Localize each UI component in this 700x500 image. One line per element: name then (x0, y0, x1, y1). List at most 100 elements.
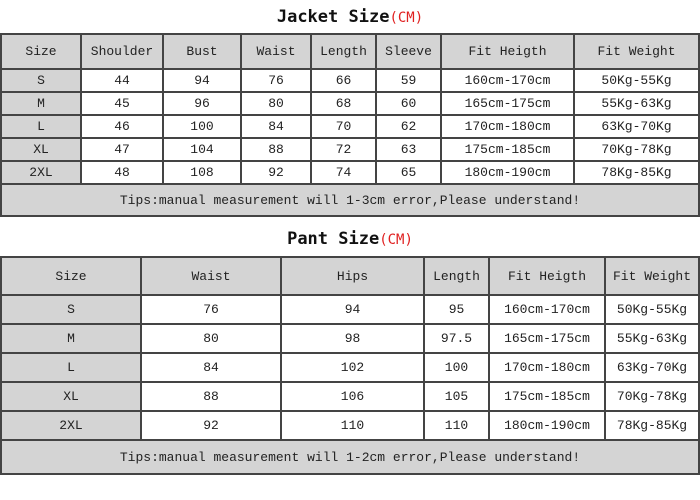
table-cell: 92 (240, 160, 312, 185)
table-cell: 180cm-190cm (440, 160, 575, 185)
pant-column-header: Size (0, 256, 142, 296)
table-cell: 45 (80, 91, 164, 116)
table-cell: 88 (240, 137, 312, 162)
pant-tips-row: Tips:manual measurement will 1-2cm error… (0, 439, 700, 475)
jacket-column-header: Bust (162, 33, 242, 70)
table-cell: 63 (375, 137, 442, 162)
table-cell: 80 (240, 91, 312, 116)
table-cell: 104 (162, 137, 242, 162)
jacket-tips-row: Tips:manual measurement will 1-3cm error… (0, 183, 700, 217)
table-cell: 175cm-185cm (440, 137, 575, 162)
table-cell: 48 (80, 160, 164, 185)
size-label-cell: 2XL (0, 160, 82, 185)
pant-title-text: Pant Size (287, 229, 380, 249)
table-cell: 84 (140, 352, 282, 383)
table-cell: 60 (375, 91, 442, 116)
table-cell: 102 (280, 352, 425, 383)
table-row: XL 47 104 88 72 63 175cm-185cm 70Kg-78Kg (0, 137, 700, 162)
table-row: 2XL 48 108 92 74 65 180cm-190cm 78Kg-85Kg (0, 160, 700, 185)
jacket-column-header: Fit Heigth (440, 33, 575, 70)
jacket-header-row: Size Shoulder Bust Waist Length Sleeve Fit Hei… (0, 33, 700, 70)
pant-size-table: Size Waist Hips Length Fit Heigth Fit Weight … (0, 256, 700, 475)
table-cell: 94 (280, 294, 425, 325)
pant-tips-text: Tips:manual measurement will 1-2cm error… (0, 439, 700, 475)
jacket-column-header: Shoulder (80, 33, 164, 70)
table-cell: 62 (375, 114, 442, 139)
table-cell: 110 (423, 410, 490, 441)
table-cell: 76 (140, 294, 282, 325)
pant-column-header: Hips (280, 256, 425, 296)
table-cell: 160cm-170cm (488, 294, 606, 325)
table-cell: 50Kg-55Kg (604, 294, 700, 325)
table-cell: 68 (310, 91, 377, 116)
table-cell: 108 (162, 160, 242, 185)
size-label-cell: M (0, 323, 142, 354)
table-cell: 47 (80, 137, 164, 162)
size-label-cell: S (0, 68, 82, 93)
table-cell: 44 (80, 68, 164, 93)
jacket-size-title: Jacket Size(CM) (0, 7, 700, 27)
size-label-cell: L (0, 114, 82, 139)
pant-column-header: Waist (140, 256, 282, 296)
table-cell: 165cm-175cm (488, 323, 606, 354)
pant-column-header: Fit Heigth (488, 256, 606, 296)
table-row: M 80 98 97.5 165cm-175cm 55Kg-63Kg (0, 323, 700, 354)
jacket-tips-text: Tips:manual measurement will 1-3cm error… (0, 183, 700, 217)
table-cell: 170cm-180cm (488, 352, 606, 383)
table-cell: 78Kg-85Kg (604, 410, 700, 441)
table-cell: 180cm-190cm (488, 410, 606, 441)
table-cell: 105 (423, 381, 490, 412)
table-cell: 92 (140, 410, 282, 441)
table-cell: 66 (310, 68, 377, 93)
jacket-column-header: Fit Weight (573, 33, 700, 70)
table-cell: 72 (310, 137, 377, 162)
table-cell: 59 (375, 68, 442, 93)
size-label-cell: 2XL (0, 410, 142, 441)
jacket-column-header: Length (310, 33, 377, 70)
table-cell: 78Kg-85Kg (573, 160, 700, 185)
pant-body: S 76 94 95 160cm-170cm 50Kg-55Kg M 80 98 97.5 165c… (0, 294, 700, 475)
table-cell: 100 (162, 114, 242, 139)
table-cell: 160cm-170cm (440, 68, 575, 93)
pant-unit: (CM) (379, 232, 413, 248)
size-label-cell: L (0, 352, 142, 383)
table-cell: 95 (423, 294, 490, 325)
table-cell: 97.5 (423, 323, 490, 354)
table-cell: 63Kg-70Kg (573, 114, 700, 139)
table-cell: 70Kg-78Kg (573, 137, 700, 162)
size-label-cell: XL (0, 137, 82, 162)
table-cell: 165cm-175cm (440, 91, 575, 116)
table-cell: 74 (310, 160, 377, 185)
table-cell: 170cm-180cm (440, 114, 575, 139)
table-cell: 65 (375, 160, 442, 185)
jacket-column-header: Waist (240, 33, 312, 70)
table-cell: 55Kg-63Kg (573, 91, 700, 116)
pant-header-row: Size Waist Hips Length Fit Heigth Fit Weight (0, 256, 700, 296)
jacket-column-header: Sleeve (375, 33, 442, 70)
pant-size-title: Pant Size(CM) (0, 229, 700, 249)
table-cell: 80 (140, 323, 282, 354)
pant-column-header: Length (423, 256, 490, 296)
table-cell: 96 (162, 91, 242, 116)
table-row: 2XL 92 110 110 180cm-190cm 78Kg-85Kg (0, 410, 700, 441)
jacket-column-header: Size (0, 33, 82, 70)
table-cell: 50Kg-55Kg (573, 68, 700, 93)
table-cell: 63Kg-70Kg (604, 352, 700, 383)
table-row: M 45 96 80 68 60 165cm-175cm 55Kg-63Kg (0, 91, 700, 116)
pant-column-header: Fit Weight (604, 256, 700, 296)
table-cell: 84 (240, 114, 312, 139)
size-label-cell: S (0, 294, 142, 325)
jacket-size-table: Size Shoulder Bust Waist Length Sleeve Fit Hei… (0, 33, 700, 217)
table-row: S 44 94 76 66 59 160cm-170cm 50Kg-55Kg (0, 68, 700, 93)
jacket-body: S 44 94 76 66 59 160cm-170cm 50Kg-55Kg M 45 96 80 68… (0, 68, 700, 217)
table-cell: 46 (80, 114, 164, 139)
table-cell: 55Kg-63Kg (604, 323, 700, 354)
table-cell: 100 (423, 352, 490, 383)
table-row: L 84 102 100 170cm-180cm 63Kg-70Kg (0, 352, 700, 383)
table-cell: 98 (280, 323, 425, 354)
table-row: S 76 94 95 160cm-170cm 50Kg-55Kg (0, 294, 700, 325)
table-cell: 88 (140, 381, 282, 412)
table-cell: 70 (310, 114, 377, 139)
jacket-title-text: Jacket Size (276, 7, 390, 27)
table-cell: 110 (280, 410, 425, 441)
